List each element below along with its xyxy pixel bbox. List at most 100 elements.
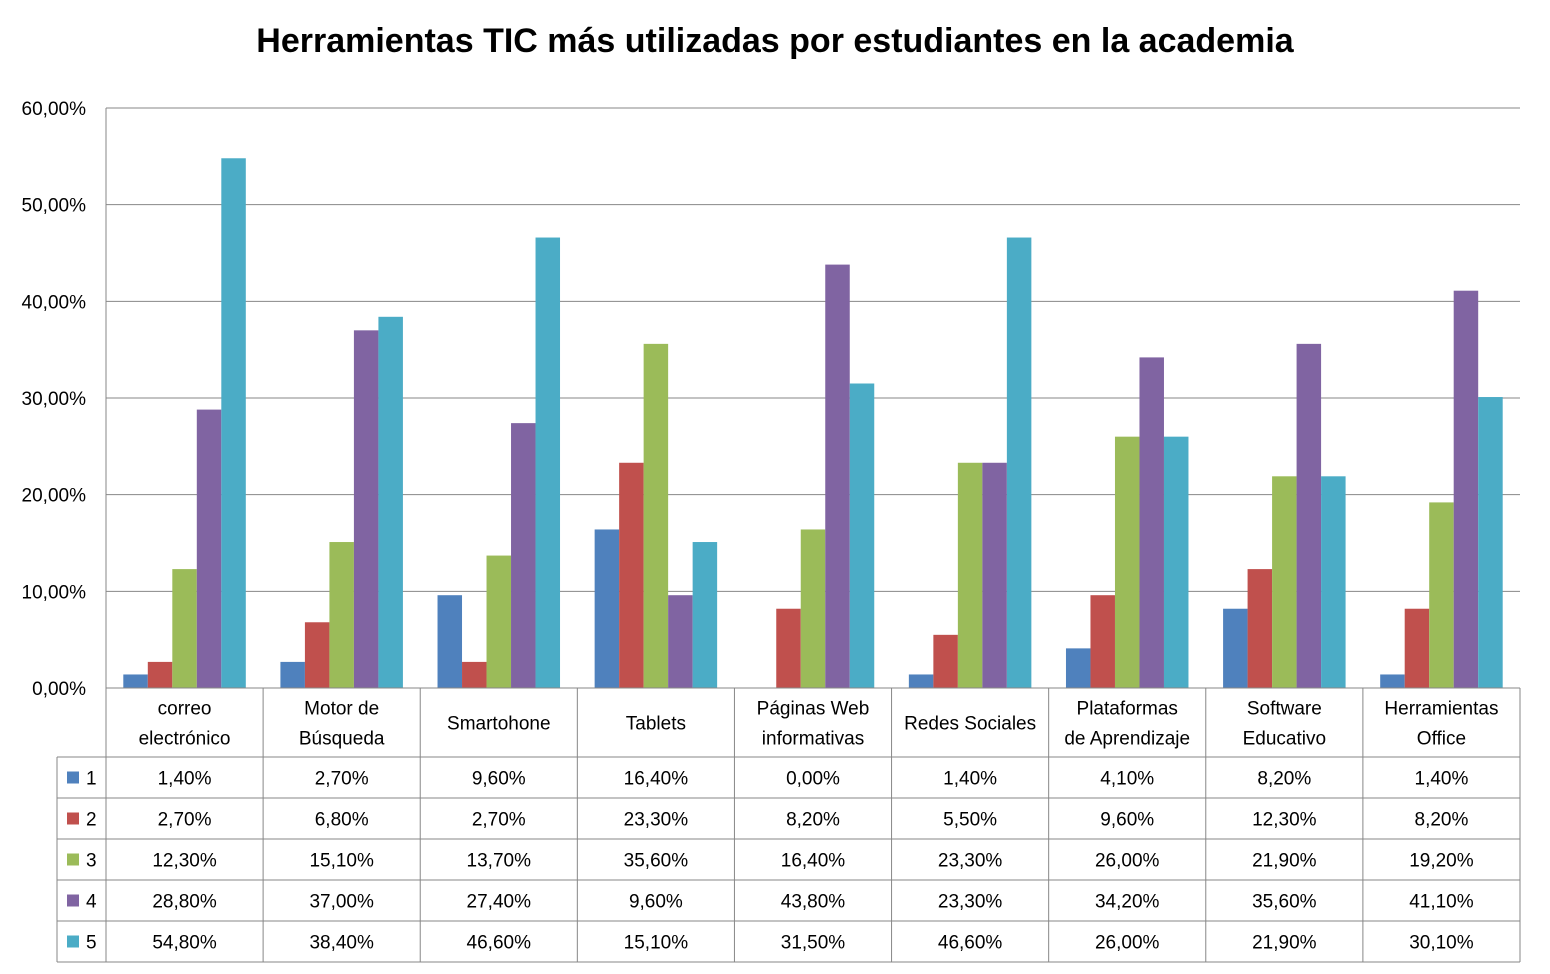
category-label: Plataformas xyxy=(1077,699,1178,720)
table-cell-value: 13,70% xyxy=(467,851,532,872)
bar-series-5 xyxy=(1163,436,1189,688)
bar-series-4 xyxy=(982,462,1007,688)
category-label: Smartohone xyxy=(447,714,551,735)
category-label: Software xyxy=(1247,699,1322,720)
table-cell-value: 6,80% xyxy=(315,810,369,831)
bar-series-5 xyxy=(221,158,246,688)
legend-label: 1 xyxy=(86,769,97,790)
bar-series-1 xyxy=(437,595,463,688)
data-table: correo electrónico Motor de Búsqueda Smartoh… xyxy=(56,687,1521,963)
table-cell-value: 19,20% xyxy=(1409,851,1474,872)
category-label: Educativo xyxy=(1243,729,1326,750)
bar-series-5 xyxy=(535,237,561,689)
table-cell-value: 23,30% xyxy=(624,810,689,831)
table-cell-value: 0,00% xyxy=(786,769,840,790)
legend-label: 2 xyxy=(86,810,97,831)
category-label: correo xyxy=(158,699,212,720)
bar-series-5 xyxy=(1321,476,1346,688)
table-cell-value: 9,60% xyxy=(1100,810,1154,831)
table-cell-value: 15,10% xyxy=(624,933,689,954)
table-cell-value: 2,70% xyxy=(158,810,212,831)
y-tick-label: 40,00% xyxy=(22,292,87,313)
bar-series-1 xyxy=(594,529,620,688)
table-cell-value: 35,60% xyxy=(624,851,689,872)
table-cell-value: 2,70% xyxy=(472,810,526,831)
bar-series-2 xyxy=(1404,608,1430,688)
table-cell-value: 1,40% xyxy=(158,769,212,790)
table-cell-value: 35,60% xyxy=(1252,892,1317,913)
bar-series-1 xyxy=(1223,608,1248,688)
category-label: Motor de xyxy=(304,699,379,720)
bar-series-3 xyxy=(1114,436,1140,688)
bar-series-1 xyxy=(280,661,305,688)
bars xyxy=(123,158,1503,689)
y-tick-label: 50,00% xyxy=(22,196,87,217)
table-cell-value: 8,20% xyxy=(1257,769,1311,790)
bar-series-4 xyxy=(353,330,379,688)
bar-series-5 xyxy=(1478,397,1503,688)
bar-series-5 xyxy=(849,383,875,688)
table-cell-value: 1,40% xyxy=(1415,769,1469,790)
y-axis: 0,00% 10,00% 20,00% 30,00% 40,00% 50,00% 60,00… xyxy=(22,99,87,700)
bar-series-3 xyxy=(486,555,512,688)
table-cell-value: 41,10% xyxy=(1409,892,1474,913)
table-cell-value: 21,90% xyxy=(1252,933,1317,954)
bar-series-1 xyxy=(1065,648,1091,688)
bar-series-4 xyxy=(668,595,693,688)
table-cell-value: 9,60% xyxy=(472,769,526,790)
bar-series-3 xyxy=(957,462,983,688)
bar-series-3 xyxy=(172,569,197,688)
bar-series-2 xyxy=(147,661,173,688)
y-tick-label: 20,00% xyxy=(22,486,87,507)
table-cell-value: 28,80% xyxy=(152,892,217,913)
table-cell-value: 5,50% xyxy=(943,810,997,831)
table-cell-value: 31,50% xyxy=(781,933,846,954)
bar-series-4 xyxy=(1139,357,1164,688)
legend-swatch-3 xyxy=(67,853,79,866)
table-cell-value: 43,80% xyxy=(781,892,846,913)
chart-title: Herramientas TIC más utilizadas por estu… xyxy=(256,22,1294,60)
y-tick-label: 0,00% xyxy=(32,679,86,700)
y-tick-label: 10,00% xyxy=(22,582,87,603)
category-label: Páginas Web xyxy=(757,699,870,720)
category-label: Redes Sociales xyxy=(904,714,1036,735)
bar-series-4 xyxy=(1453,290,1479,688)
category-label: Herramientas xyxy=(1384,699,1498,720)
category-label: electrónico xyxy=(139,729,231,750)
bar-series-3 xyxy=(643,343,669,688)
table-cell-value: 8,20% xyxy=(786,810,840,831)
bar-series-5 xyxy=(378,316,403,688)
table-cell-value: 2,70% xyxy=(315,769,369,790)
table-cell-value: 23,30% xyxy=(938,851,1003,872)
bar-series-5 xyxy=(1006,237,1032,689)
table-cell-value: 37,00% xyxy=(309,892,374,913)
category-label: Office xyxy=(1417,729,1466,750)
bar-series-3 xyxy=(800,529,826,688)
bar-series-2 xyxy=(462,661,487,688)
table-cell-value: 54,80% xyxy=(152,933,217,954)
table-cell-value: 8,20% xyxy=(1415,810,1469,831)
legend-swatch-1 xyxy=(67,771,79,784)
bar-series-2 xyxy=(933,634,958,688)
bar-series-4 xyxy=(196,409,222,688)
bar-series-1 xyxy=(908,674,934,688)
category-label: informativas xyxy=(762,729,864,750)
legend-swatch-5 xyxy=(67,935,79,948)
category-label: Búsqueda xyxy=(299,729,385,750)
legend-label: 3 xyxy=(86,851,97,872)
bar-series-2 xyxy=(304,622,330,688)
bar-series-4 xyxy=(825,264,850,688)
table-cell-value: 27,40% xyxy=(467,892,532,913)
legend-label: 4 xyxy=(86,892,97,913)
table-cell-value: 23,30% xyxy=(938,892,1003,913)
bar-series-1 xyxy=(123,674,148,688)
table-cell-value: 46,60% xyxy=(467,933,532,954)
table-cell-value: 16,40% xyxy=(624,769,689,790)
bar-series-1 xyxy=(1380,674,1405,688)
bar-series-3 xyxy=(329,542,354,688)
table-cell-value: 12,30% xyxy=(152,851,217,872)
table-cell-value: 26,00% xyxy=(1095,851,1160,872)
bar-series-4 xyxy=(511,423,536,688)
bar-series-2 xyxy=(1090,595,1115,688)
